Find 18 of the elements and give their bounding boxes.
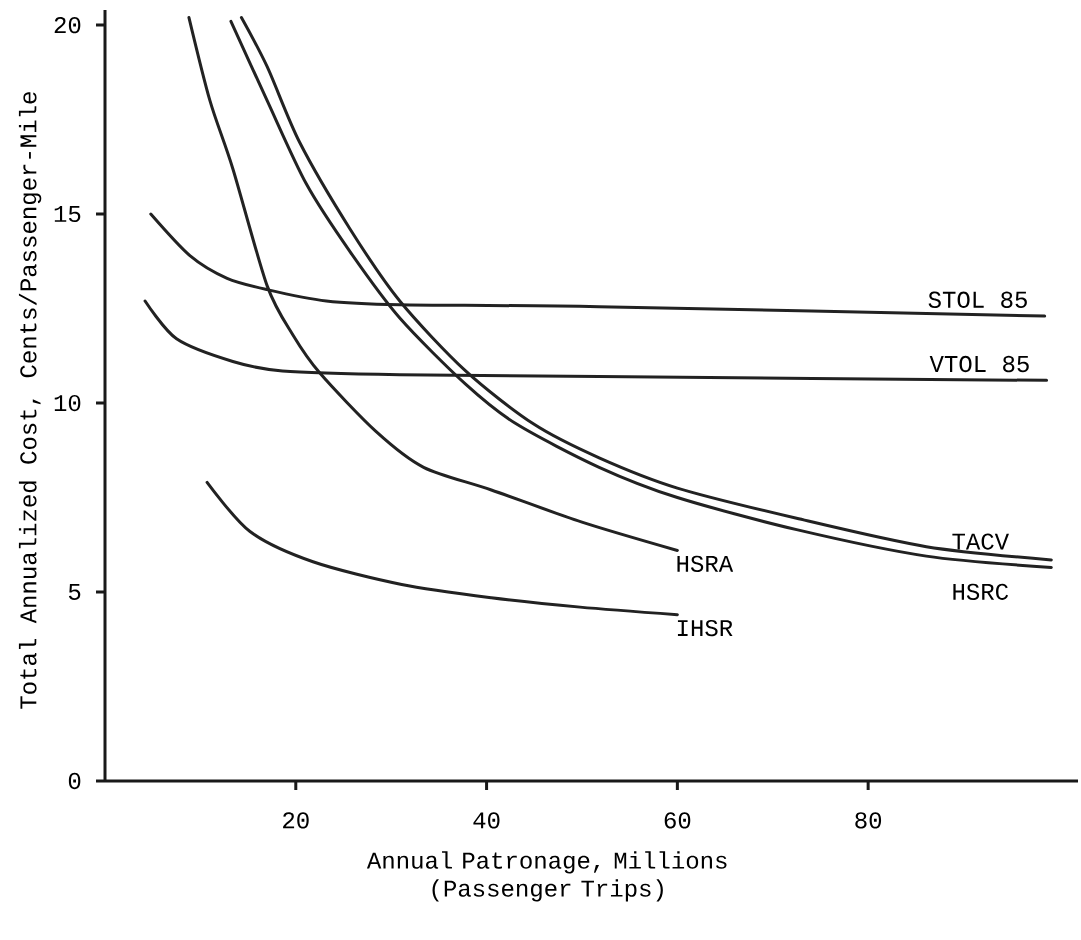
y-tick-label: 5: [68, 583, 81, 601]
y-tick-label: 15: [54, 206, 81, 223]
series-label: HSRC: [953, 583, 1009, 600]
line-series: [205, 480, 679, 617]
y-tick-label: 0: [68, 772, 81, 790]
series-label: VTOL 85: [929, 355, 1029, 373]
x-tick-label: 80: [855, 812, 882, 829]
series-label: TACV: [952, 533, 1009, 550]
x-axis-title: Annual Patronage, Millions (Passenger Trips): [366, 851, 727, 902]
series-label: IHSR: [677, 619, 733, 637]
x-tick-label: 60: [664, 812, 691, 829]
y-tick-label: 20: [54, 16, 81, 34]
series-label: STOL 85: [928, 291, 1027, 308]
y-axis-title: Total Annualized Cost, Cents/Passenger-Mile: [18, 92, 42, 709]
y-tick-label: 10: [54, 394, 81, 412]
x-tick-label: 40: [473, 812, 500, 829]
x-tick-label: 20: [283, 812, 309, 829]
series-label: HSRA: [677, 555, 734, 572]
